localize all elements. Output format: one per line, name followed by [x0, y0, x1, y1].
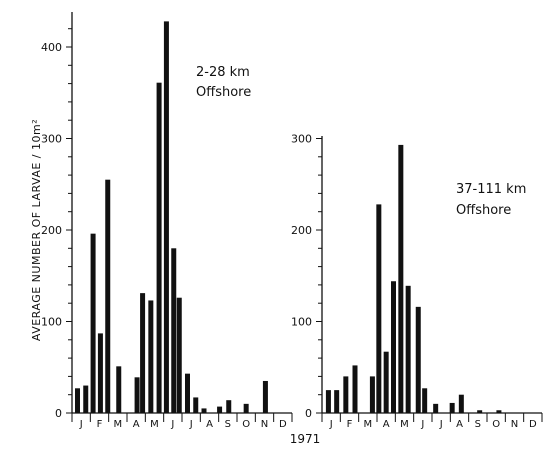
panel-annotation: Offshore — [456, 203, 511, 218]
panel-annotation: Offshore — [196, 85, 251, 100]
x-tick-label: M — [400, 419, 409, 430]
x-tick-label: J — [170, 419, 174, 430]
x-tick-label: A — [133, 419, 140, 430]
x-tick-label: N — [511, 419, 518, 430]
bar — [477, 410, 483, 413]
x-tick-label: O — [492, 419, 500, 430]
y-tick-label: 0 — [55, 407, 62, 420]
bar — [369, 376, 375, 413]
x-tick-label: S — [225, 419, 231, 430]
bar — [325, 390, 331, 413]
bar — [134, 377, 140, 413]
bar — [148, 300, 154, 413]
y-tick-label: 200 — [291, 224, 312, 237]
bar — [458, 394, 464, 413]
x-tick-label: A — [206, 419, 213, 430]
x-tick-label: J — [439, 419, 443, 430]
panel-annotation: 37-111 km — [456, 182, 526, 197]
bar — [83, 385, 89, 413]
x-tick-label: J — [189, 419, 193, 430]
x-tick-label: J — [420, 419, 424, 430]
bar — [116, 366, 122, 413]
bar — [376, 204, 382, 413]
bars — [75, 21, 502, 413]
y-axis-label: AVERAGE NUMBER OF LARVAE / 10m² — [30, 119, 43, 341]
x-tick-label: M — [114, 419, 123, 430]
bar — [449, 402, 455, 413]
x-tick-label: A — [456, 419, 463, 430]
x-tick-label: J — [329, 419, 333, 430]
bar — [433, 403, 439, 413]
bar — [156, 82, 162, 413]
bar — [415, 306, 421, 413]
bar — [97, 333, 103, 413]
x-tick-label: M — [364, 419, 373, 430]
bar — [193, 397, 199, 413]
y-tick-label: 400 — [41, 41, 62, 54]
panel-annotation: 2-28 km — [196, 65, 250, 80]
bar — [105, 179, 111, 413]
x-tick-label: S — [475, 419, 481, 430]
bar — [140, 293, 146, 413]
y-tick-label: 100 — [41, 316, 62, 329]
bar — [391, 281, 396, 413]
bar — [75, 388, 80, 413]
x-tick-label: A — [383, 419, 390, 430]
x-tick-label: F — [97, 419, 103, 430]
bar — [398, 144, 404, 413]
y-tick-label: 300 — [41, 133, 62, 146]
x-tick-label: J — [79, 419, 83, 430]
bar — [185, 373, 190, 413]
bar — [262, 380, 268, 413]
bar — [496, 410, 502, 413]
x-tick-label: O — [242, 419, 250, 430]
y-tick-label: 100 — [291, 316, 312, 329]
bar — [163, 21, 169, 413]
x-tick-label: D — [529, 419, 537, 430]
bar — [201, 408, 207, 413]
y-tick-label: 300 — [291, 133, 312, 146]
x-tick-label: M — [150, 419, 159, 430]
x-axis-label: 1971 — [290, 432, 321, 446]
bar — [217, 406, 223, 413]
bar — [383, 351, 389, 413]
bar — [405, 285, 411, 413]
bar — [422, 388, 428, 413]
y-tick-label: 200 — [41, 224, 62, 237]
bar — [90, 233, 96, 413]
bar — [243, 403, 249, 413]
bar — [352, 365, 358, 413]
bar — [334, 390, 340, 413]
bar — [226, 400, 232, 413]
bar — [176, 297, 182, 413]
x-tick-label: F — [347, 419, 353, 430]
x-tick-label: N — [261, 419, 268, 430]
bar — [343, 376, 349, 413]
y-tick-label: 0 — [305, 407, 312, 420]
bar — [171, 248, 177, 413]
x-tick-label: D — [279, 419, 287, 430]
